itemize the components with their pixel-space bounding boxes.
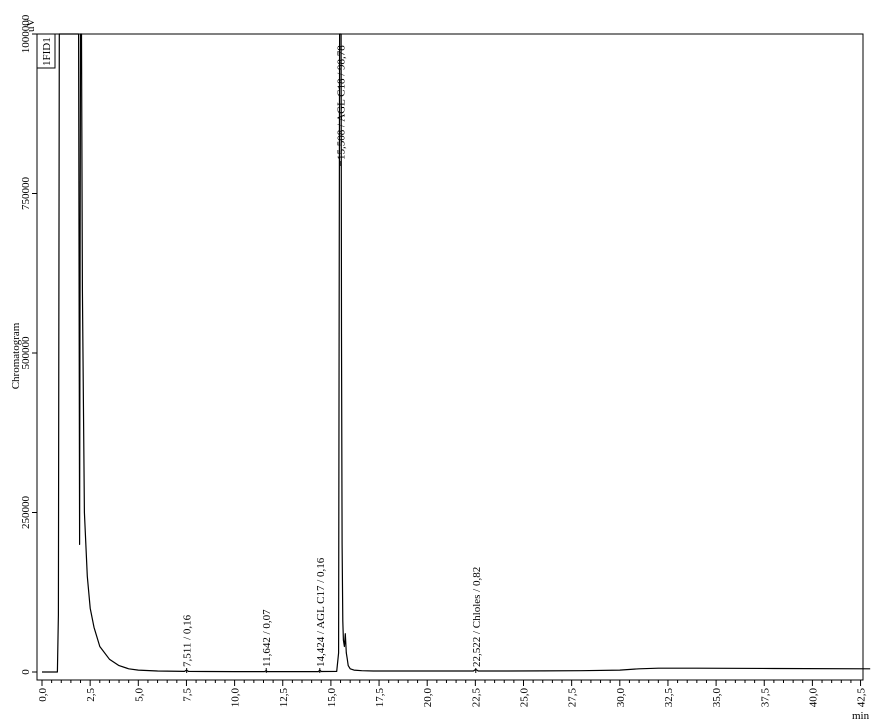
x-tick-label: 42,5 <box>856 688 868 708</box>
x-tick-label: 5,0 <box>133 688 145 702</box>
peak-annotation: 7,511 / 0,16 <box>182 614 194 667</box>
y-tick-label: 250000 <box>20 496 32 530</box>
peak-annotation: 11,642 / 0,07 <box>261 609 273 667</box>
x-tick-label: 27,5 <box>567 688 579 708</box>
x-tick-label: 30,0 <box>615 688 627 708</box>
x-tick-label: 20,0 <box>422 688 434 708</box>
y-axis-label: Chromatogram <box>10 322 22 389</box>
x-tick-label: 17,5 <box>374 688 386 708</box>
y-tick-label: 750000 <box>20 177 32 211</box>
x-tick-label: 25,0 <box>519 688 531 708</box>
y-tick-label: 0 <box>20 669 32 675</box>
detector-label-box <box>36 33 56 69</box>
y-tick-label: 500000 <box>20 336 32 370</box>
x-tick-label: 37,5 <box>759 688 771 708</box>
peak-annotation: 22,522 / Chloles / 0,82 <box>471 567 483 667</box>
chromatogram-trace <box>42 33 871 673</box>
peak-annotation: 15,508 / AGL C18 / 98,78 <box>336 45 348 160</box>
x-tick-label: 35,0 <box>711 688 723 708</box>
y-unit: uV <box>25 19 37 33</box>
peak-annotation: 14,424 / AGL C17 / 0,16 <box>315 557 327 667</box>
detector-label: 1FID1 <box>41 37 53 66</box>
x-tick-label: 7,5 <box>181 688 193 702</box>
y-tick-label: 1000000 <box>20 14 32 53</box>
x-tick-label: 40,0 <box>807 688 819 708</box>
x-axis-label: min <box>852 710 870 722</box>
x-tick-label: 15,0 <box>326 688 338 708</box>
x-tick-label: 12,5 <box>278 688 290 708</box>
x-tick-label: 0,0 <box>37 688 49 702</box>
x-tick-label: 2,5 <box>85 688 97 702</box>
plot-frame <box>36 33 864 681</box>
x-tick-label: 10,0 <box>230 688 242 708</box>
x-tick-label: 32,5 <box>663 688 675 708</box>
x-tick-label: 22,5 <box>470 688 482 708</box>
